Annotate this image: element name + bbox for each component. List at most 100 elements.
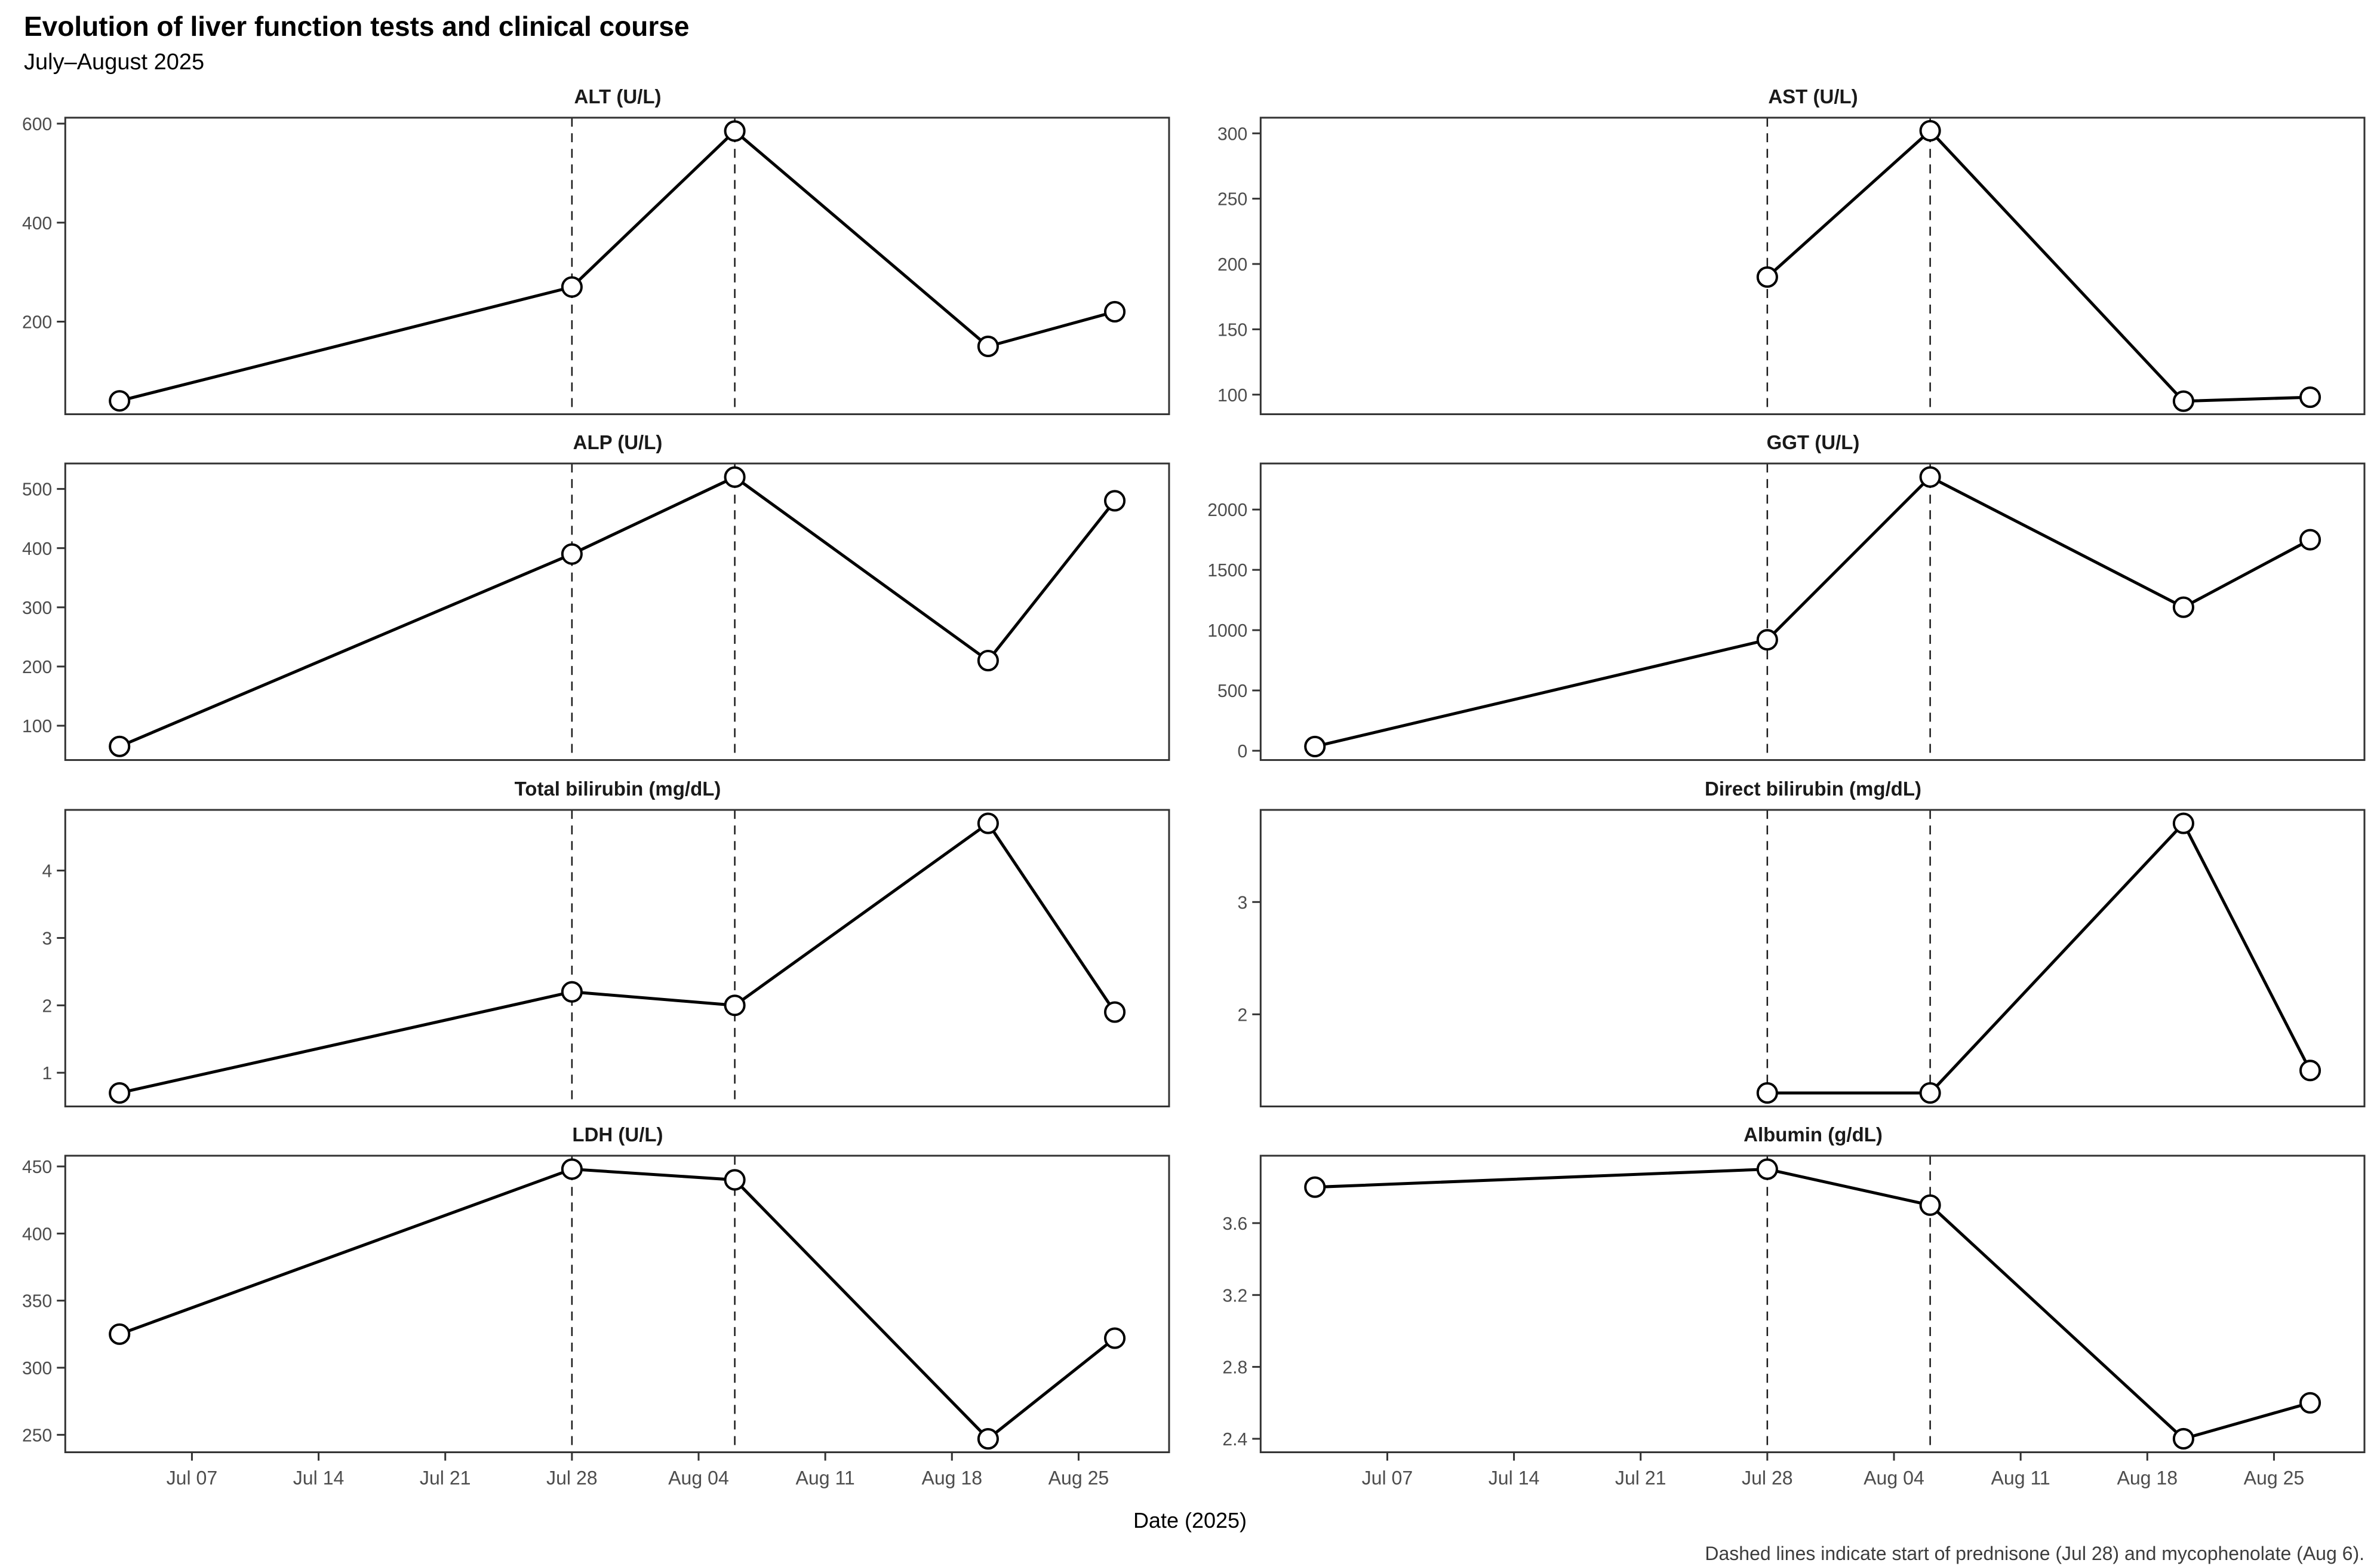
data-point [561, 276, 583, 298]
ast-plot: 100 150 200 250 300 [1217, 116, 2366, 415]
y-tick-label: 4 [42, 861, 53, 881]
direct-bilirubin-plot: 23 [1238, 809, 2366, 1107]
data-point [2299, 1392, 2321, 1414]
panel-total-bilirubin: Total bilirubin (mg/dL) 1 2 3 4 [8, 775, 1176, 1116]
panel-border [64, 462, 1170, 761]
panel-border [1259, 116, 2366, 415]
y-tick-label: 250 [1217, 189, 1247, 209]
x-tick-label: Aug 11 [795, 1467, 854, 1489]
data-point [561, 543, 583, 565]
y-tick-label: 400 [22, 1225, 52, 1245]
data-point [1103, 1001, 1126, 1023]
y-tick-label: 300 [22, 1359, 52, 1378]
x-tick-label: Jul 14 [293, 1467, 345, 1489]
series-line [1767, 821, 2312, 1095]
panel-background [65, 117, 1169, 414]
data-point [2172, 596, 2194, 618]
panel-alp: ALP (U/L) 100 200 300 400 500 [8, 429, 1176, 769]
data-point [1919, 119, 1941, 142]
panel-ast: AST (U/L) 100 150 200 250 300 [1204, 83, 2372, 423]
y-tick-label: 3 [42, 929, 53, 948]
y-tick-label: 1500 [1207, 561, 1247, 581]
y-tick-label: 2 [1238, 1005, 1248, 1025]
data-point [977, 335, 999, 357]
x-tick-label: Aug 25 [2244, 1467, 2305, 1489]
data-point [2299, 529, 2321, 551]
panel-ggt: GGT (U/L) 0 500 1000 1500 2000 [1204, 429, 2372, 769]
data-point [977, 650, 999, 672]
y-tick-label: 500 [1217, 681, 1247, 701]
panel-border [1259, 462, 2366, 761]
panel-border [1259, 1154, 2366, 1454]
data-point [1103, 490, 1126, 512]
panel-title-total-bilirubin: Total bilirubin (mg/dL) [514, 777, 721, 800]
data-point [1919, 1195, 1941, 1217]
panel-title-direct-bilirubin: Direct bilirubin (mg/dL) [1705, 777, 1921, 800]
data-point [977, 812, 999, 834]
y-tick-label: 150 [1217, 320, 1247, 340]
panel-title-albumin: Albumin (g/dL) [1744, 1123, 1883, 1146]
panel-background [1260, 117, 2364, 414]
y-tick-label: 2.8 [1222, 1358, 1247, 1378]
panel-background [65, 463, 1169, 760]
y-tick-label: 3.2 [1222, 1286, 1247, 1306]
data-point [561, 981, 583, 1003]
y-tick-label: 100 [1217, 385, 1247, 405]
x-tick-label: Aug 04 [668, 1467, 729, 1489]
figure-title: Evolution of liver function tests and cl… [24, 11, 690, 42]
panel-title-alp: ALP (U/L) [573, 431, 663, 454]
panel-border [64, 809, 1170, 1107]
y-tick-label: 2 [42, 996, 53, 1016]
data-point [2172, 1428, 2194, 1450]
data-point [724, 119, 746, 142]
data-point [2299, 1060, 2321, 1082]
panel-background [65, 1156, 1169, 1453]
panel-background [1260, 463, 2364, 760]
panel-grid: ALT (U/L) 200 400 600 AST (U/L) 100 150 200 2… [0, 79, 2380, 1504]
alp-plot: 100 200 300 400 500 [22, 462, 1170, 761]
y-tick-label: 2000 [1207, 500, 1247, 520]
x-axis-title: Date (2025) [1133, 1508, 1247, 1533]
panel-background [65, 809, 1169, 1107]
data-point [561, 1158, 583, 1180]
y-tick-label: 300 [22, 598, 52, 618]
y-tick-label: 200 [1217, 255, 1247, 275]
albumin-plot: 2.4 2.8 3.2 3.6 Jul 07 Jul 14 Jul 21 Jul 28 Aug … [1222, 1154, 2366, 1489]
panel-title-alt: ALT (U/L) [574, 85, 662, 108]
y-tick-label: 1000 [1207, 621, 1247, 641]
x-tick-label: Aug 11 [1991, 1467, 2050, 1489]
data-point [1103, 1327, 1126, 1349]
panel-title-ldh: LDH (U/L) [572, 1123, 663, 1146]
figure-header: Evolution of liver function tests and cl… [0, 0, 2380, 79]
panel-albumin: Albumin (g/dL) 2.4 2.8 3.2 3.6 Jul 07 Jul 14 J… [1204, 1121, 2372, 1503]
y-tick-label: 2.4 [1222, 1430, 1247, 1450]
y-tick-label: 400 [22, 539, 52, 559]
data-point [2172, 390, 2194, 412]
total-bilirubin-plot: 1 2 3 4 [42, 809, 1170, 1107]
panel-background [1260, 809, 2364, 1107]
data-point [1756, 1158, 1778, 1181]
panel-ldh: LDH (U/L) 250 300 350 400 450 Jul 07 Jul 14 Jul… [8, 1121, 1176, 1503]
data-point [724, 994, 746, 1017]
series-line [1766, 128, 2311, 403]
y-tick-label: 200 [22, 658, 52, 677]
y-tick-label: 500 [22, 480, 52, 500]
y-tick-label: 300 [1217, 124, 1247, 144]
data-point [1919, 466, 1941, 488]
data-point [109, 1324, 131, 1346]
figure-caption: Dashed lines indicate start of prednison… [1705, 1543, 2364, 1565]
x-tick-label: Jul 21 [420, 1467, 471, 1489]
ldh-plot: 250 300 350 400 450 Jul 07 Jul 14 Jul 21 Jul 28 A… [22, 1154, 1170, 1489]
y-tick-label: 3.6 [1222, 1214, 1247, 1234]
x-tick-label: Aug 18 [921, 1467, 982, 1489]
x-tick-label: Jul 28 [1742, 1467, 1793, 1489]
data-point [724, 1169, 746, 1191]
data-point [1756, 266, 1778, 288]
x-tick-label: Aug 04 [1864, 1467, 1924, 1489]
y-tick-label: 1 [42, 1064, 53, 1083]
panel-title-ast: AST (U/L) [1768, 85, 1858, 108]
x-tick-label: Jul 07 [167, 1467, 218, 1489]
data-point [109, 1082, 131, 1104]
panel-title-ggt: GGT (U/L) [1766, 431, 1860, 454]
